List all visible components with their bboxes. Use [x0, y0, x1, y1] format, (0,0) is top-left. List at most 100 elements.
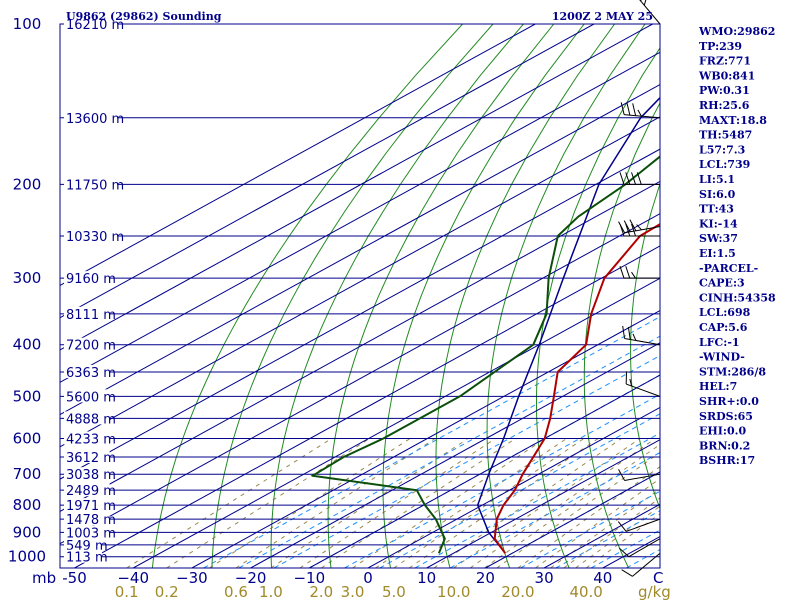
height-label-bg: [64, 364, 110, 378]
stability-index: LI:5.1: [699, 173, 735, 186]
dry-adiabat-line: [211, 24, 494, 568]
stability-index: LCL:698: [699, 306, 751, 319]
isotherm-line: [250, 342, 660, 568]
wind-barb-feather: [619, 547, 630, 558]
isotherm-line: [60, 83, 660, 416]
mixing-ratio-line: [321, 438, 516, 568]
wind-barb: [621, 552, 661, 577]
mixing-ratio-line: [496, 452, 660, 568]
height-label: 8111 m: [66, 308, 116, 323]
height-label: 6363 m: [66, 366, 116, 381]
mixing-ratio-line: [408, 438, 599, 568]
pressure-tick-label: 700: [13, 465, 42, 483]
mixing-ratio-tick-label: 1.0: [259, 583, 283, 600]
isotherm-line: [60, 24, 536, 286]
height-label: 10330 m: [66, 230, 124, 245]
wind-barb-feather: [636, 172, 642, 185]
height-label: 13600 m: [66, 112, 124, 127]
height-label-bg: [64, 450, 110, 464]
temperature-tick-label: 20: [476, 569, 495, 587]
wind-barb-feather: [632, 103, 637, 116]
isotherm-line: [60, 24, 595, 319]
height-label: 3612 m: [66, 451, 116, 466]
wind-barb: [619, 266, 660, 279]
station-title: U9862 (29862) Sounding: [66, 10, 222, 23]
mixing-ratio-line: [126, 438, 332, 568]
stability-index: TT:43: [699, 203, 734, 216]
height-label: 11750 m: [66, 178, 124, 193]
stability-index: PW:0.31: [699, 84, 750, 97]
height-label-bg: [64, 431, 110, 445]
isotherm-line: [309, 374, 660, 568]
stability-index: KI:-14: [699, 217, 738, 230]
temperature-trace: [493, 223, 660, 554]
wind-barb-feather: [625, 172, 631, 185]
wind-barb: [622, 325, 661, 346]
stability-index: LCL:739: [699, 158, 750, 171]
stability-index: SHR+:0.0: [699, 395, 759, 408]
height-label-bg: [64, 525, 110, 539]
wind-barb: [618, 219, 661, 234]
wind-barb-staff: [626, 383, 661, 397]
wind-barb: [620, 102, 661, 119]
wind-barb-staff: [624, 337, 661, 346]
wind-barb-feather: [618, 469, 625, 481]
height-label-bg: [64, 228, 118, 242]
wind-barb: [625, 371, 661, 397]
mixing-ratio-line: [517, 466, 660, 568]
height-label: 4888 m: [66, 412, 116, 427]
wind-barb-feather: [632, 333, 637, 341]
temperature-tick-label: −10: [293, 569, 325, 587]
dry-adiabat-line: [630, 182, 660, 510]
wind-barb-feather: [625, 266, 631, 279]
mixing-ratio-tick-label: 10.0: [437, 583, 470, 600]
stability-index: BSHR:17: [699, 454, 755, 467]
height-label-bg: [64, 177, 118, 191]
isotherm-line: [132, 277, 660, 568]
wind-barb-feather: [629, 219, 637, 232]
mixing-ratio-tick-label: 40.0: [569, 583, 602, 600]
height-label-bg: [64, 483, 110, 497]
mixing-ratio-line: [270, 438, 469, 568]
dry-adiabat-line: [327, 24, 555, 568]
stability-index: HEL:7: [699, 380, 737, 393]
wind-barb-staff: [624, 114, 661, 119]
wind-barb-feather: [631, 271, 636, 279]
wind-barb: [618, 469, 661, 481]
isotherm-line: [367, 406, 660, 568]
pressure-tick-label: 1000: [8, 548, 46, 566]
temperature-tick-label: −20: [235, 569, 267, 587]
height-label-bg: [64, 337, 110, 351]
height-label: 1478 m: [66, 513, 116, 528]
height-label: 16210 m: [66, 18, 124, 33]
wind-barb-feather: [627, 326, 631, 340]
temperature-tick-label: −40: [117, 569, 149, 587]
isotherm-line: [60, 51, 660, 383]
stability-index: LFC:-1: [699, 336, 740, 349]
pressure-tick-label: 500: [13, 387, 42, 405]
height-label: 7200 m: [66, 339, 116, 354]
wind-barb: [639, 0, 661, 25]
mb-unit-label: mb: [32, 569, 56, 587]
dry-adiabat-line: [270, 24, 524, 568]
mixing-ratio-tick-label: 0.6: [224, 583, 248, 600]
height-label-bg: [64, 110, 118, 124]
height-label-bg: [64, 467, 110, 481]
wind-barb: [619, 172, 660, 185]
height-label: 4233 m: [66, 433, 116, 448]
height-label-bg: [64, 271, 110, 285]
stability-index: SRDS:65: [699, 410, 753, 423]
height-label-bg: [64, 512, 110, 526]
wind-barb: [619, 538, 661, 558]
stability-index: WB0:841: [698, 69, 755, 82]
wind-barb-feather: [618, 221, 625, 234]
wind-barb-feather: [631, 223, 636, 237]
pressure-tick-label: 300: [13, 269, 42, 287]
height-label-bg: [64, 498, 110, 512]
stability-index: CAP:5.6: [699, 321, 748, 334]
wind-barb-feather: [637, 109, 642, 117]
stability-index: EHI:0.0: [699, 425, 746, 438]
parcel-trace: [476, 96, 660, 554]
isotherm-line: [60, 116, 660, 448]
mixing-ratio-tick-label: 0.1: [115, 583, 139, 600]
